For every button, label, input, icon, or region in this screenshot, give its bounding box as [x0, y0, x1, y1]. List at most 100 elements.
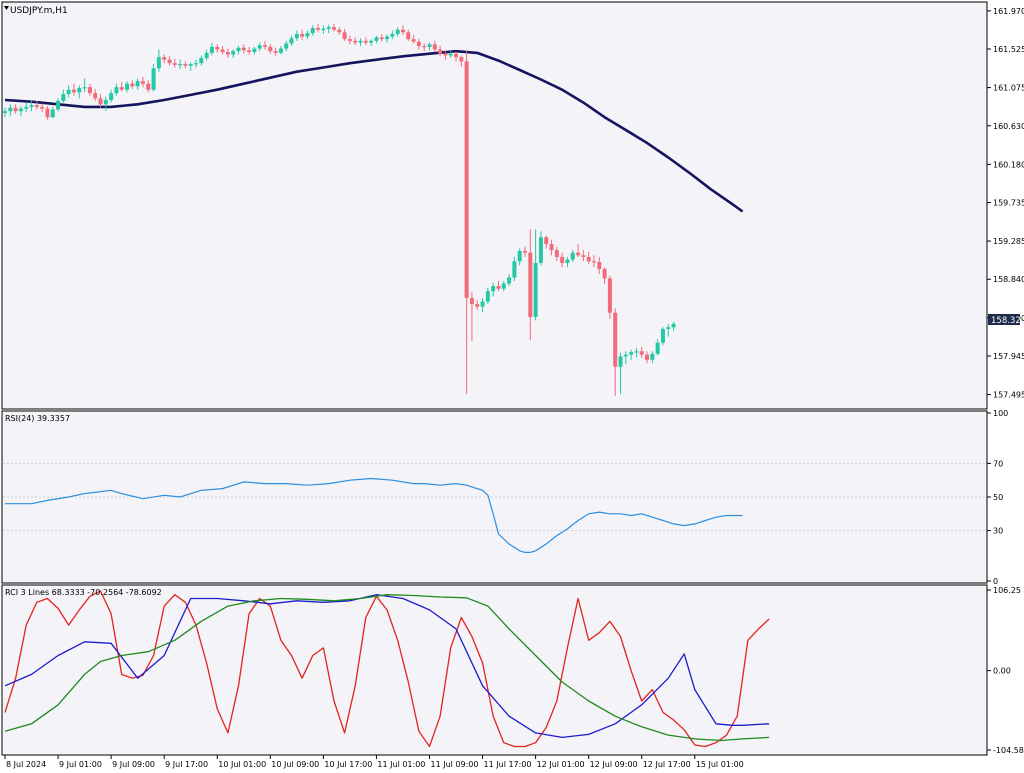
- candle-body: [310, 28, 315, 34]
- rci-tick-label: 106.25: [993, 586, 1021, 595]
- time-tick-label: 15 Jul 01:00: [696, 760, 744, 769]
- candle-body: [167, 59, 172, 64]
- time-tick-label: 10 Jul 09:00: [271, 760, 319, 769]
- rci-panel[interactable]: 106.25 0.00 -104.5833 RCI 3 Lines 68.3333 …: [1, 584, 1024, 756]
- candle-body: [199, 58, 204, 64]
- candle-body: [77, 88, 82, 93]
- candle-body: [496, 286, 501, 289]
- rsi-line: [5, 477, 743, 554]
- candle-body: [3, 111, 7, 113]
- rci-tick-label: -104.5833: [993, 746, 1024, 755]
- candle-body: [491, 286, 496, 292]
- rci-tick-label: 0.00: [993, 667, 1011, 676]
- candle-body: [666, 327, 671, 329]
- candle-body: [358, 40, 363, 43]
- rci-panel-frame: [1, 584, 988, 756]
- candle-body: [326, 27, 331, 29]
- candle-body: [570, 252, 575, 260]
- candle-body: [178, 64, 183, 66]
- candle-body: [602, 268, 607, 279]
- candle-body: [533, 262, 538, 317]
- candle-body: [576, 252, 581, 256]
- candle-body: [613, 312, 618, 367]
- candle-body: [146, 83, 151, 90]
- candle-body: [523, 250, 527, 253]
- candle-body: [544, 237, 549, 245]
- candle-body: [416, 41, 421, 47]
- candle-body: [422, 46, 427, 48]
- candle-body: [204, 52, 209, 59]
- candle-body: [438, 49, 443, 54]
- price-panel[interactable]: 161.970 161.525 161.075 160.630 160.180 159.7…: [1, 1, 1024, 410]
- dropdown-triangle-icon[interactable]: [4, 6, 9, 10]
- candle-body: [347, 39, 352, 41]
- candle-body: [560, 256, 565, 263]
- candle-body: [194, 63, 199, 65]
- candle-body: [623, 354, 628, 357]
- candle-body: [363, 40, 368, 43]
- candle-body: [263, 45, 267, 47]
- candle-body: [236, 47, 241, 52]
- candle-body: [18, 108, 23, 112]
- candle-body: [305, 33, 310, 37]
- candle-body: [151, 68, 156, 90]
- candle-body: [374, 37, 379, 41]
- candle-body: [650, 353, 655, 360]
- candle-body: [103, 100, 108, 105]
- candle-body: [29, 105, 34, 107]
- rci-axis: 106.25 0.00 -104.5833: [987, 586, 1024, 755]
- candle-body: [475, 304, 480, 307]
- candle-body: [549, 244, 554, 251]
- candle-body: [591, 261, 596, 263]
- candle-body: [448, 53, 453, 56]
- candle-body: [273, 51, 278, 53]
- candle-body: [268, 46, 273, 52]
- rsi-title: RSI(24) 39.3357: [5, 414, 70, 423]
- time-tick-label: 8 Jul 2024: [6, 760, 46, 769]
- time-tick-label: 10 Jul 17:00: [324, 760, 372, 769]
- candle-body: [241, 47, 246, 51]
- candle-body: [369, 40, 374, 43]
- candle-body: [480, 301, 485, 307]
- price-tick-label: 159.735: [993, 198, 1024, 207]
- candle-body: [671, 323, 676, 328]
- candle-body: [252, 48, 257, 53]
- candle-body: [639, 351, 644, 355]
- candle-body: [597, 262, 602, 269]
- candle-body: [188, 64, 193, 66]
- candle-body: [517, 250, 522, 262]
- candle-body: [554, 250, 559, 257]
- rsi-panel-frame: [1, 410, 988, 584]
- time-tick-label: 10 Jul 01:00: [218, 760, 266, 769]
- rci-long-line: [4, 594, 770, 742]
- rsi-panel[interactable]: 100 70 50 30 0 RSI(24) 39.3357: [1, 409, 1008, 586]
- candle-body: [464, 61, 469, 299]
- time-axis: 8 Jul 2024 9 Jul 01:00 9 Jul 09:00 9 Jul 17…: [4, 755, 744, 769]
- candle-body: [130, 83, 135, 87]
- time-tick-label: 11 Jul 09:00: [430, 760, 478, 769]
- candle-body: [300, 34, 305, 37]
- candle-body: [278, 48, 283, 53]
- candle-body: [13, 107, 18, 112]
- candle-body: [125, 83, 130, 90]
- candle-body: [586, 256, 591, 262]
- time-tick-label: 9 Jul 09:00: [112, 760, 155, 769]
- candle-body: [71, 89, 76, 93]
- candle-body: [400, 29, 405, 33]
- candle-body: [565, 259, 570, 263]
- candle-body: [82, 87, 87, 89]
- candle-body: [454, 53, 459, 58]
- candle-body: [655, 342, 660, 354]
- candle-body: [215, 46, 220, 50]
- candle-body: [119, 87, 124, 90]
- rsi-tick-label: 100: [993, 409, 1008, 418]
- candle-body: [225, 52, 230, 55]
- price-tick-label: 157.945: [993, 352, 1024, 361]
- rci-title: RCI 3 Lines 68.3333 -70.2564 -78.6092: [5, 588, 162, 597]
- candle-body: [528, 252, 533, 317]
- candle-body: [98, 98, 103, 105]
- time-tick-label: 12 Jul 01:00: [537, 760, 585, 769]
- candle-body: [87, 87, 92, 94]
- price-tick-label: 158.840: [993, 275, 1024, 284]
